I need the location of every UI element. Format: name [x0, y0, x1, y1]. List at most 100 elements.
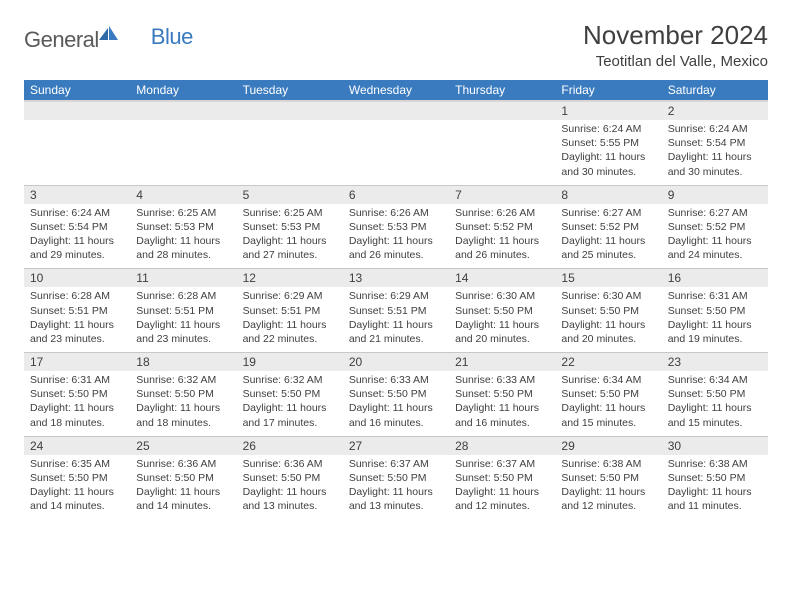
day-detail-cell: Sunrise: 6:25 AMSunset: 5:53 PMDaylight:… [237, 204, 343, 269]
calendar-page: General Blue November 2024 Teotitlan del… [0, 0, 792, 539]
sunset-line: Sunset: 5:50 PM [455, 471, 549, 485]
sunset-line: Sunset: 5:50 PM [561, 304, 655, 318]
day-number-cell [449, 101, 555, 120]
sunset-line: Sunset: 5:51 PM [136, 304, 230, 318]
day-detail-cell: Sunrise: 6:33 AMSunset: 5:50 PMDaylight:… [343, 371, 449, 436]
logo-text-blue: Blue [151, 24, 193, 50]
day-detail-cell: Sunrise: 6:24 AMSunset: 5:55 PMDaylight:… [555, 120, 661, 185]
day-detail-cell: Sunrise: 6:27 AMSunset: 5:52 PMDaylight:… [555, 204, 661, 269]
day-detail-row: Sunrise: 6:24 AMSunset: 5:55 PMDaylight:… [24, 120, 768, 185]
daylight-line: Daylight: 11 hours and 14 minutes. [136, 485, 230, 513]
daylight-line: Daylight: 11 hours and 19 minutes. [668, 318, 762, 346]
sunrise-line: Sunrise: 6:27 AM [561, 206, 655, 220]
day-detail-cell: Sunrise: 6:24 AMSunset: 5:54 PMDaylight:… [662, 120, 768, 185]
location: Teotitlan del Valle, Mexico [583, 53, 768, 70]
daylight-line: Daylight: 11 hours and 24 minutes. [668, 234, 762, 262]
weekday-header: Thursday [449, 80, 555, 101]
daylight-line: Daylight: 11 hours and 27 minutes. [243, 234, 337, 262]
daylight-line: Daylight: 11 hours and 26 minutes. [349, 234, 443, 262]
sunset-line: Sunset: 5:54 PM [668, 136, 762, 150]
sunset-line: Sunset: 5:53 PM [349, 220, 443, 234]
sunrise-line: Sunrise: 6:31 AM [30, 373, 124, 387]
day-number-row: 10111213141516 [24, 269, 768, 288]
daylight-line: Daylight: 11 hours and 15 minutes. [668, 401, 762, 429]
sunrise-line: Sunrise: 6:29 AM [349, 289, 443, 303]
sunset-line: Sunset: 5:50 PM [30, 471, 124, 485]
sunset-line: Sunset: 5:52 PM [668, 220, 762, 234]
day-number-row: 24252627282930 [24, 436, 768, 455]
sunset-line: Sunset: 5:50 PM [243, 471, 337, 485]
daylight-line: Daylight: 11 hours and 16 minutes. [349, 401, 443, 429]
sunset-line: Sunset: 5:50 PM [668, 387, 762, 401]
sunrise-line: Sunrise: 6:28 AM [30, 289, 124, 303]
day-number-cell: 26 [237, 436, 343, 455]
daylight-line: Daylight: 11 hours and 30 minutes. [561, 150, 655, 178]
daylight-line: Daylight: 11 hours and 25 minutes. [561, 234, 655, 262]
day-number-cell: 24 [24, 436, 130, 455]
day-detail-cell: Sunrise: 6:34 AMSunset: 5:50 PMDaylight:… [555, 371, 661, 436]
day-number-cell: 19 [237, 353, 343, 372]
day-detail-cell: Sunrise: 6:26 AMSunset: 5:53 PMDaylight:… [343, 204, 449, 269]
daylight-line: Daylight: 11 hours and 23 minutes. [136, 318, 230, 346]
sunset-line: Sunset: 5:50 PM [668, 471, 762, 485]
sunset-line: Sunset: 5:50 PM [349, 471, 443, 485]
day-detail-cell [343, 120, 449, 185]
day-number-row: 3456789 [24, 185, 768, 204]
weekday-header: Monday [130, 80, 236, 101]
sunrise-line: Sunrise: 6:24 AM [30, 206, 124, 220]
day-number-cell: 9 [662, 185, 768, 204]
sunrise-line: Sunrise: 6:25 AM [136, 206, 230, 220]
day-number-cell: 29 [555, 436, 661, 455]
day-detail-cell: Sunrise: 6:29 AMSunset: 5:51 PMDaylight:… [343, 287, 449, 352]
day-detail-row: Sunrise: 6:28 AMSunset: 5:51 PMDaylight:… [24, 287, 768, 352]
day-number-cell [237, 101, 343, 120]
day-number-cell: 28 [449, 436, 555, 455]
day-number-cell: 2 [662, 101, 768, 120]
sunset-line: Sunset: 5:51 PM [30, 304, 124, 318]
logo: General Blue [24, 26, 193, 53]
day-detail-cell: Sunrise: 6:31 AMSunset: 5:50 PMDaylight:… [24, 371, 130, 436]
sunset-line: Sunset: 5:53 PM [136, 220, 230, 234]
sunset-line: Sunset: 5:50 PM [30, 387, 124, 401]
weekday-header: Friday [555, 80, 661, 101]
sunrise-line: Sunrise: 6:31 AM [668, 289, 762, 303]
daylight-line: Daylight: 11 hours and 14 minutes. [30, 485, 124, 513]
daylight-line: Daylight: 11 hours and 20 minutes. [561, 318, 655, 346]
calendar-table: SundayMondayTuesdayWednesdayThursdayFrid… [24, 80, 768, 519]
sunset-line: Sunset: 5:50 PM [668, 304, 762, 318]
daylight-line: Daylight: 11 hours and 30 minutes. [668, 150, 762, 178]
day-detail-row: Sunrise: 6:24 AMSunset: 5:54 PMDaylight:… [24, 204, 768, 269]
day-number-cell [24, 101, 130, 120]
sunset-line: Sunset: 5:53 PM [243, 220, 337, 234]
day-detail-cell [130, 120, 236, 185]
daylight-line: Daylight: 11 hours and 26 minutes. [455, 234, 549, 262]
logo-sail-icon [99, 26, 119, 47]
daylight-line: Daylight: 11 hours and 11 minutes. [668, 485, 762, 513]
day-detail-cell: Sunrise: 6:29 AMSunset: 5:51 PMDaylight:… [237, 287, 343, 352]
sunrise-line: Sunrise: 6:34 AM [561, 373, 655, 387]
sunset-line: Sunset: 5:50 PM [136, 387, 230, 401]
day-number-cell: 25 [130, 436, 236, 455]
day-number-cell: 16 [662, 269, 768, 288]
sunset-line: Sunset: 5:50 PM [455, 304, 549, 318]
day-detail-cell: Sunrise: 6:37 AMSunset: 5:50 PMDaylight:… [343, 455, 449, 520]
daylight-line: Daylight: 11 hours and 17 minutes. [243, 401, 337, 429]
day-detail-cell: Sunrise: 6:26 AMSunset: 5:52 PMDaylight:… [449, 204, 555, 269]
day-detail-cell: Sunrise: 6:34 AMSunset: 5:50 PMDaylight:… [662, 371, 768, 436]
day-detail-cell [449, 120, 555, 185]
day-number-cell: 18 [130, 353, 236, 372]
weekday-header: Wednesday [343, 80, 449, 101]
weekday-header: Tuesday [237, 80, 343, 101]
sunrise-line: Sunrise: 6:32 AM [243, 373, 337, 387]
day-number-cell: 27 [343, 436, 449, 455]
day-number-cell: 20 [343, 353, 449, 372]
daylight-line: Daylight: 11 hours and 12 minutes. [455, 485, 549, 513]
weekday-header: Saturday [662, 80, 768, 101]
sunrise-line: Sunrise: 6:38 AM [668, 457, 762, 471]
sunset-line: Sunset: 5:50 PM [561, 387, 655, 401]
sunrise-line: Sunrise: 6:30 AM [561, 289, 655, 303]
day-detail-cell: Sunrise: 6:28 AMSunset: 5:51 PMDaylight:… [24, 287, 130, 352]
sunset-line: Sunset: 5:50 PM [243, 387, 337, 401]
day-number-cell: 12 [237, 269, 343, 288]
day-detail-cell [24, 120, 130, 185]
